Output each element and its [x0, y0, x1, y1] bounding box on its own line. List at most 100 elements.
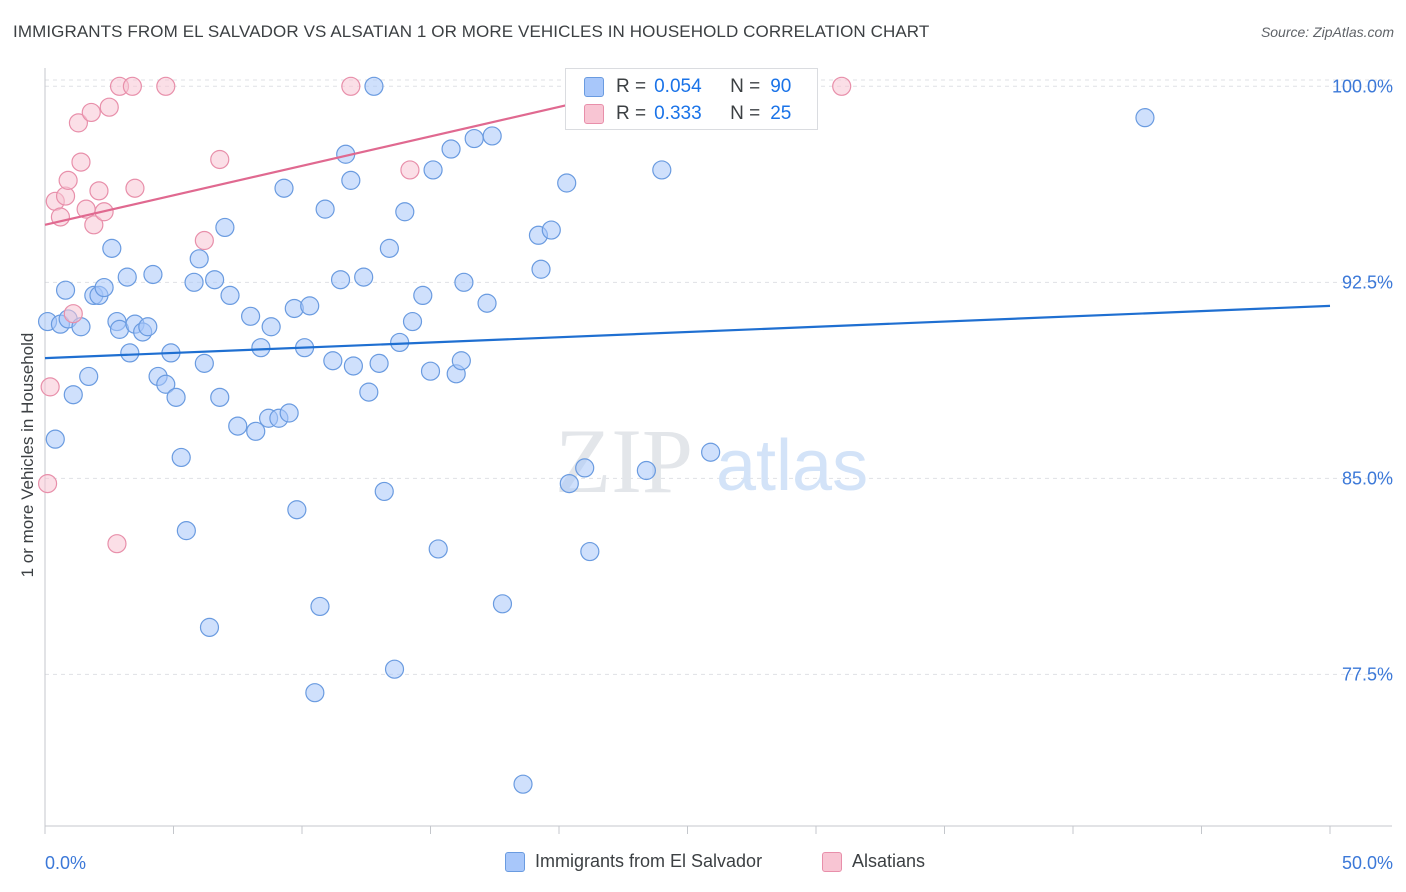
y-tick-label: 92.5%: [1342, 272, 1393, 292]
bottom-legend: Immigrants from El Salvador Alsatians: [0, 851, 1406, 879]
el-salvador-point: [441, 139, 461, 159]
r-label: R =: [616, 103, 647, 124]
el-salvador-point: [413, 285, 433, 305]
el-salvador-trend-line: [44, 304, 1331, 360]
x-tick-label: 50.0%: [1342, 853, 1393, 873]
el-salvador-point: [287, 500, 307, 520]
el-salvador-point: [575, 458, 595, 478]
tick-labels: 77.5% 85.0% 92.5% 100.0% 0.0% 50.0%: [45, 76, 1393, 873]
el-salvador-point: [454, 272, 474, 292]
alsatian-point: [341, 76, 361, 96]
el-salvador-point: [341, 170, 361, 190]
alsatian-point: [107, 534, 127, 554]
el-salvador-point: [379, 238, 399, 258]
legend-label: Alsatians: [852, 851, 926, 871]
x-tick-label: 0.0%: [45, 853, 86, 873]
el-salvador-point: [176, 521, 196, 541]
y-axis-label: 1 or more Vehicles in Household: [18, 333, 37, 578]
alsatian-point: [89, 181, 109, 201]
el-salvador-point: [636, 460, 656, 481]
legend-item-el-salvador[interactable]: Immigrants from El Salvador: [505, 851, 762, 872]
el-salvador-point: [374, 481, 394, 502]
r-value: 0.054: [654, 76, 702, 97]
n-value: 25: [770, 103, 792, 124]
el-salvador-point: [428, 539, 448, 559]
el-salvador-point: [261, 317, 281, 337]
el-salvador-point: [423, 160, 443, 180]
stats-row-pink: R = 0.333 N = 25: [584, 101, 791, 127]
stats-row-blue: R = 0.054 N = 90: [584, 74, 791, 100]
n-value: 90: [770, 76, 792, 97]
axes: [44, 68, 1392, 834]
legend-swatch-pink: [822, 851, 842, 872]
el-salvador-point: [451, 351, 471, 371]
el-salvador-point: [531, 259, 551, 279]
el-salvador-point: [330, 270, 351, 290]
el-salvador-point: [120, 343, 140, 363]
el-salvador-point: [63, 385, 83, 405]
legend-item-alsatians[interactable]: Alsatians: [822, 851, 925, 872]
n-label: N =: [730, 103, 761, 124]
el-salvador-point: [246, 421, 266, 441]
alsatian-point: [63, 304, 83, 324]
stats-swatch-blue: [584, 77, 604, 97]
el-salvador-point: [194, 353, 214, 373]
el-salvador-point: [274, 178, 294, 198]
r-label: R =: [616, 76, 647, 97]
el-salvador-point: [220, 285, 240, 305]
el-salvador-point: [79, 366, 99, 387]
el-salvador-point: [156, 374, 176, 394]
stats-legend: R = 0.054 N = 90 R = 0.333 N = 25: [565, 68, 818, 130]
alsatian-point: [37, 473, 58, 494]
r-value: 0.333: [654, 103, 702, 124]
el-salvador-point: [1135, 108, 1155, 128]
el-salvador-point: [94, 277, 114, 298]
watermark: ZIP atlas: [555, 410, 868, 512]
el-salvador-point: [241, 306, 261, 326]
alsatian-point: [194, 230, 214, 251]
alsatian-point: [400, 160, 420, 180]
el-salvador-point: [492, 594, 513, 614]
el-salvador-point: [402, 311, 423, 332]
alsatian-point: [81, 102, 101, 123]
stats-swatch-pink: [584, 104, 604, 124]
el-salvador-point: [102, 238, 122, 258]
alsatian-point: [40, 377, 60, 397]
el-salvador-point: [228, 416, 248, 436]
el-salvador-point: [477, 293, 497, 313]
el-salvador-point: [251, 338, 271, 358]
alsatian-point: [55, 186, 76, 206]
alsatian-point: [99, 97, 119, 117]
el-salvador-point: [343, 356, 363, 376]
alsatian-point: [122, 76, 142, 96]
el-salvador-point: [117, 267, 137, 287]
n-label: N =: [730, 76, 761, 97]
alsatian-point: [156, 76, 176, 96]
el-salvador-point: [138, 317, 158, 337]
el-salvador-point: [199, 617, 220, 637]
el-salvador-point: [541, 220, 561, 240]
alsatian-point: [832, 76, 852, 96]
el-salvador-point: [359, 382, 379, 402]
el-salvador-point: [305, 683, 325, 703]
y-tick-label: 85.0%: [1342, 468, 1393, 488]
watermark-atlas: atlas: [716, 426, 868, 506]
y-tick-label: 77.5%: [1342, 664, 1393, 684]
alsatian-trend-line: [44, 85, 650, 226]
series-immigrants-from-el-salvador: [37, 76, 1155, 794]
y-tick-label: 100.0%: [1332, 76, 1393, 96]
el-salvador-point: [323, 351, 343, 371]
el-salvador-point: [482, 126, 502, 146]
el-salvador-point: [395, 202, 415, 222]
el-salvador-point: [166, 387, 186, 407]
el-salvador-point: [171, 447, 191, 468]
el-salvador-point: [315, 199, 335, 219]
alsatian-point: [68, 113, 89, 133]
el-salvador-point: [184, 272, 204, 292]
el-salvador-point: [300, 296, 320, 316]
el-salvador-point: [215, 217, 235, 238]
el-salvador-point: [45, 429, 65, 449]
el-salvador-point: [559, 473, 579, 494]
alsatian-point: [210, 149, 230, 170]
